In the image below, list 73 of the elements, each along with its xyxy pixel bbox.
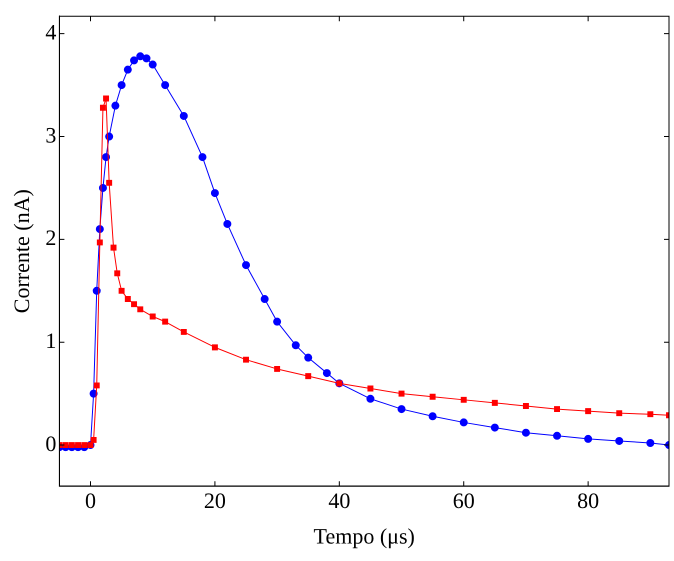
point bbox=[553, 432, 562, 440]
point bbox=[647, 411, 654, 418]
point bbox=[616, 410, 622, 416]
point bbox=[75, 442, 82, 448]
point bbox=[223, 220, 232, 228]
x-tick-label: 20 bbox=[204, 488, 226, 514]
point bbox=[136, 52, 144, 60]
point bbox=[106, 180, 112, 186]
point bbox=[242, 261, 250, 270]
point bbox=[130, 56, 138, 64]
point bbox=[274, 366, 280, 372]
y-tick-label: 3 bbox=[45, 122, 56, 148]
point bbox=[162, 318, 168, 325]
point bbox=[522, 428, 530, 437]
point bbox=[210, 189, 219, 198]
point bbox=[585, 408, 592, 414]
point bbox=[492, 400, 498, 406]
y-tick-label: 4 bbox=[45, 19, 56, 44]
point bbox=[366, 394, 374, 403]
point bbox=[68, 442, 75, 448]
point bbox=[96, 239, 103, 246]
point bbox=[646, 439, 654, 448]
point bbox=[81, 442, 88, 448]
point bbox=[142, 54, 150, 62]
point bbox=[260, 295, 269, 304]
x-axis-title: Tempo (μs) bbox=[314, 524, 415, 549]
point bbox=[243, 356, 249, 363]
y-tick-label: 1 bbox=[45, 328, 56, 353]
y-axis-title: Corrente (nA) bbox=[8, 189, 34, 314]
point bbox=[137, 306, 144, 312]
x-tick-label: 80 bbox=[577, 488, 600, 514]
y-tick-label: 2 bbox=[45, 225, 56, 250]
point bbox=[198, 153, 206, 162]
point bbox=[322, 369, 331, 378]
point bbox=[615, 436, 624, 445]
point bbox=[111, 102, 120, 110]
point bbox=[180, 328, 187, 335]
point bbox=[490, 424, 499, 432]
point bbox=[398, 405, 406, 414]
point bbox=[100, 104, 106, 111]
point bbox=[114, 270, 120, 276]
point bbox=[90, 436, 97, 443]
y-tick-label: 0 bbox=[45, 430, 56, 456]
point bbox=[428, 412, 437, 420]
point bbox=[212, 344, 218, 350]
point bbox=[62, 442, 69, 448]
point bbox=[554, 406, 560, 412]
point bbox=[124, 296, 131, 302]
x-tick-label: 0 bbox=[85, 488, 96, 514]
point bbox=[124, 66, 132, 74]
x-tick-label: 60 bbox=[452, 488, 475, 514]
point bbox=[131, 301, 138, 308]
point bbox=[103, 96, 110, 102]
point bbox=[118, 81, 126, 90]
point bbox=[148, 60, 157, 69]
point bbox=[118, 288, 125, 294]
point bbox=[292, 341, 300, 350]
point bbox=[180, 112, 188, 120]
point bbox=[584, 434, 592, 443]
point bbox=[304, 354, 312, 362]
point bbox=[161, 81, 170, 90]
point bbox=[94, 382, 100, 388]
point bbox=[460, 396, 467, 403]
point bbox=[305, 373, 312, 380]
point bbox=[522, 403, 529, 409]
point bbox=[398, 390, 404, 397]
point bbox=[430, 394, 436, 400]
point bbox=[367, 386, 374, 392]
x-tick-label: 40 bbox=[328, 488, 350, 514]
point bbox=[460, 418, 468, 426]
point bbox=[110, 244, 116, 251]
point bbox=[150, 314, 156, 320]
point bbox=[273, 318, 282, 326]
